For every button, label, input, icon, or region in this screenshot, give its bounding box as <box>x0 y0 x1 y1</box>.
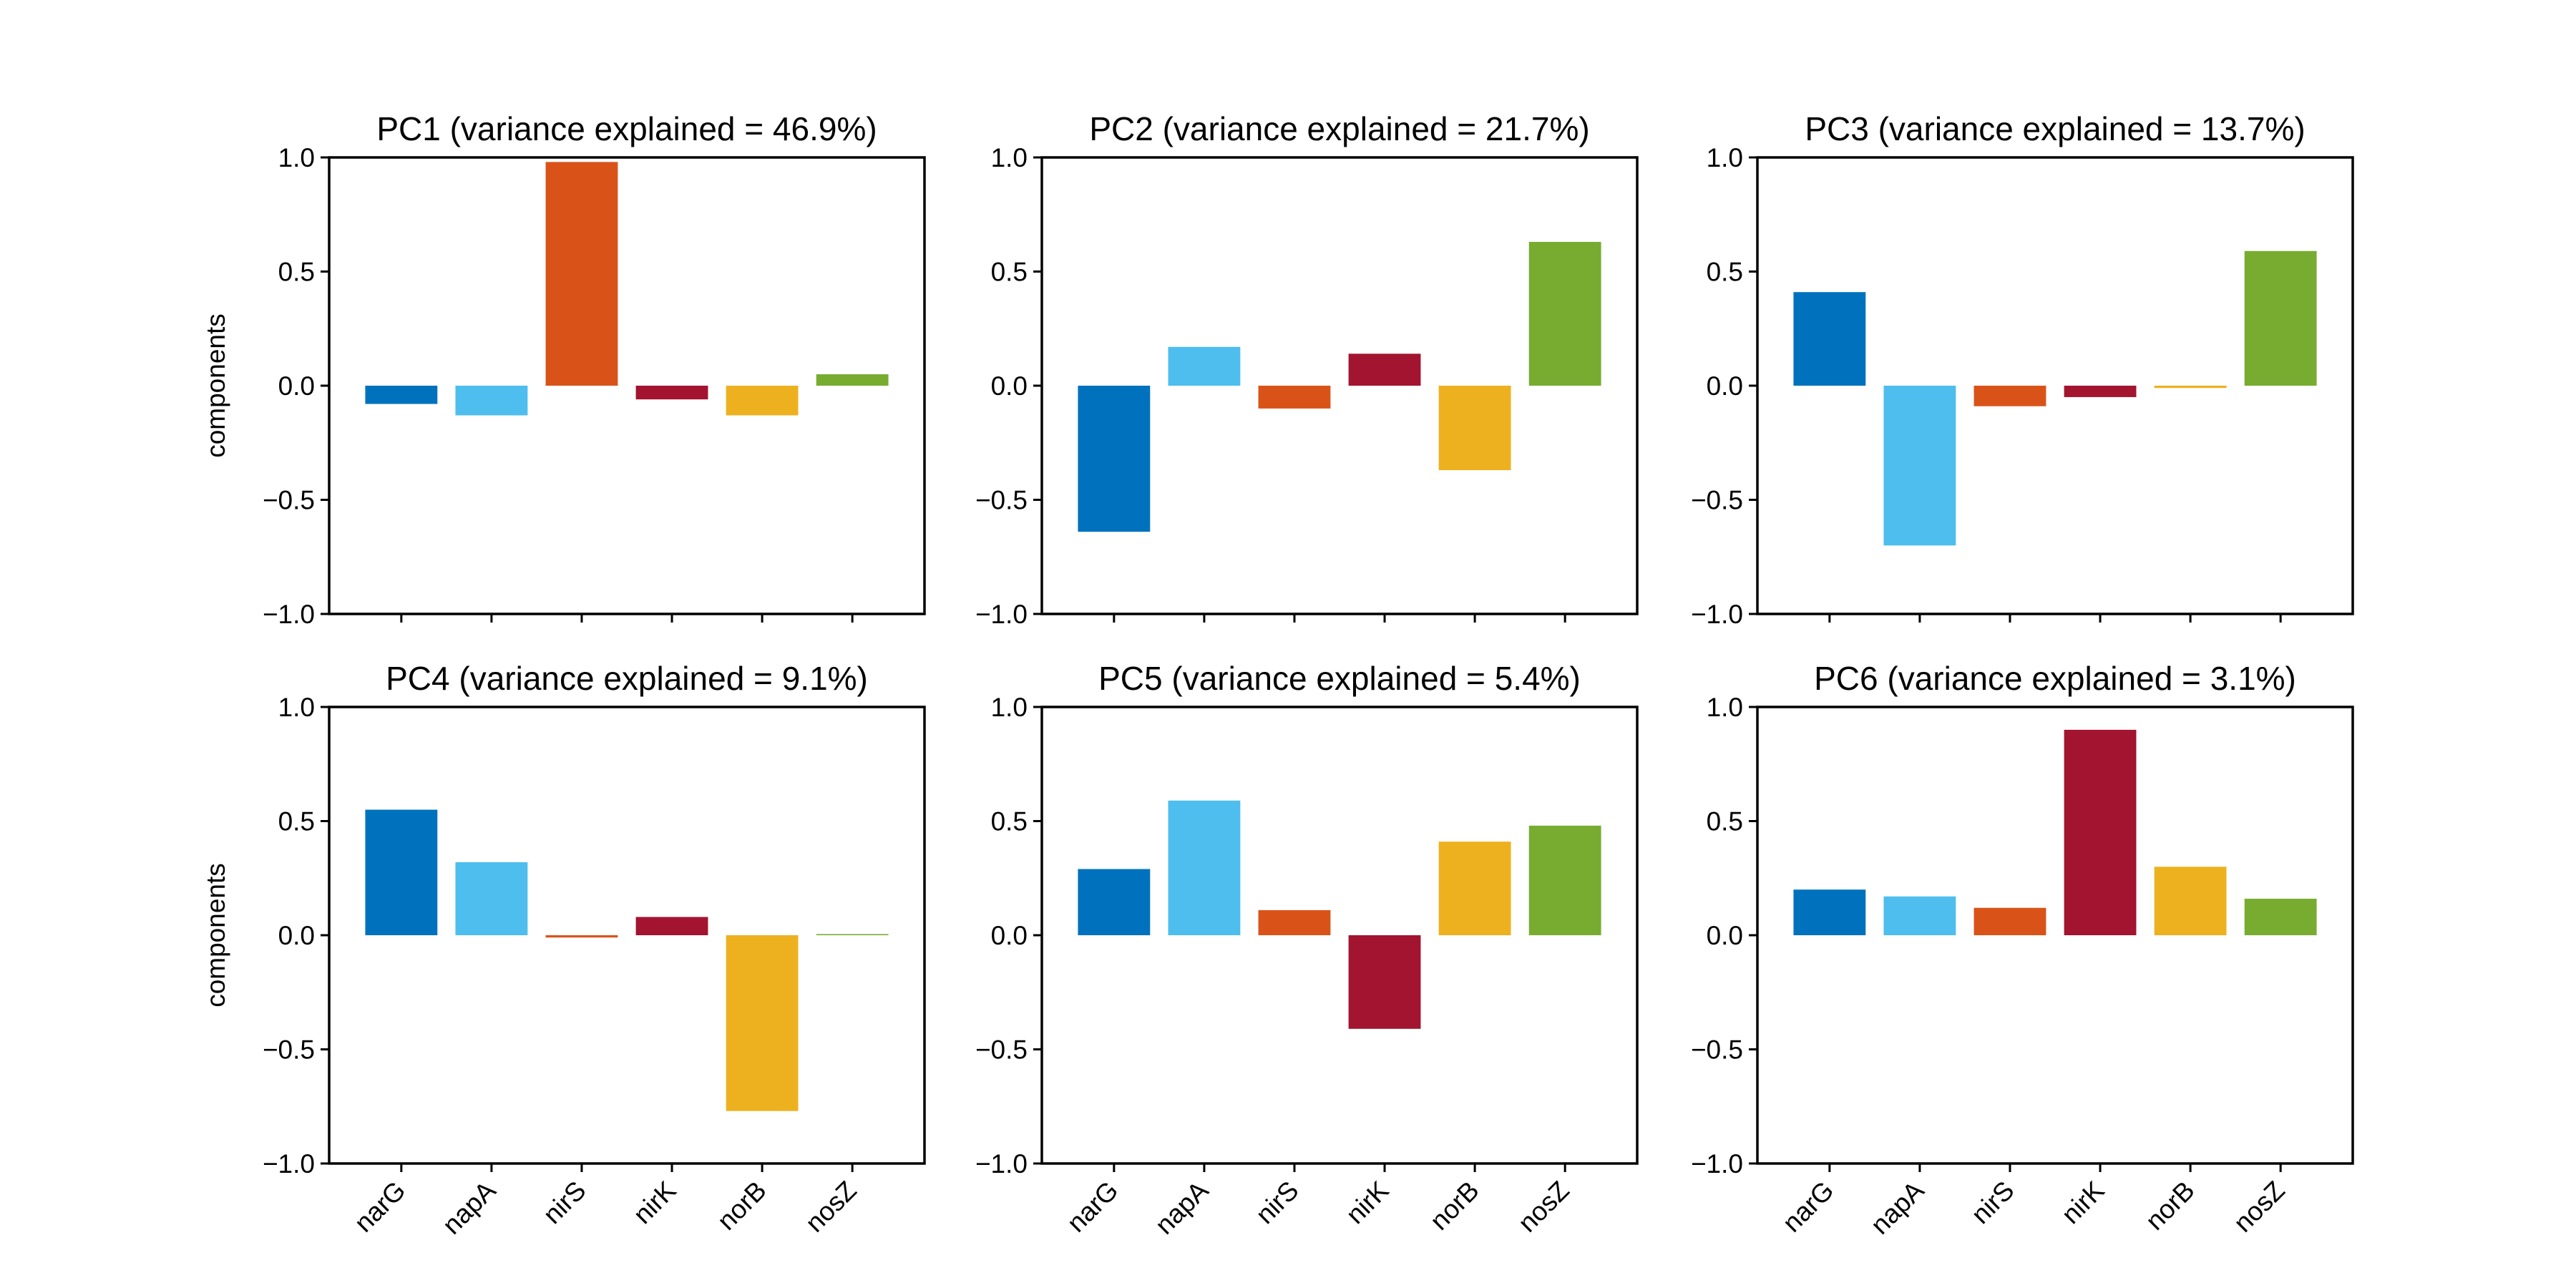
axes-frame <box>1040 706 1639 1165</box>
y-tick-label: 0.5 <box>1707 807 1743 836</box>
bar-nirS <box>1258 386 1331 409</box>
bar-nirK <box>2064 729 2137 935</box>
bar-nosZ <box>816 934 889 935</box>
y-axis-label: components <box>201 863 230 1008</box>
bar-norB <box>726 935 799 1111</box>
subplot-title: PC5 (variance explained = 5.4%) <box>1098 660 1581 697</box>
y-tick-label: −1.0 <box>1691 1149 1743 1179</box>
bar-norB <box>1438 386 1511 471</box>
bar-nosZ <box>816 374 889 386</box>
y-tick-label: −0.5 <box>1691 1035 1743 1065</box>
bar-napA <box>455 862 528 935</box>
y-tick-label: 1.0 <box>991 143 1028 172</box>
bar-norB <box>2154 386 2227 389</box>
subplot-title: PC6 (variance explained = 3.1%) <box>1814 660 2296 697</box>
bar-narG <box>1078 386 1151 532</box>
bar-narG <box>365 809 438 935</box>
y-tick-label: 1.0 <box>1707 693 1743 722</box>
bar-nosZ <box>2244 250 2317 386</box>
bar-norB <box>2154 867 2227 935</box>
y-tick-label: 1.0 <box>1707 143 1743 172</box>
y-tick-label: 0.0 <box>991 371 1028 401</box>
subplot-pc4: PC4 (variance explained = 9.1%) 1.0 0.5 0.0… <box>201 660 926 1240</box>
y-tick-label: 0.0 <box>278 371 315 401</box>
y-axis-label: components <box>201 313 230 458</box>
subplot-title: PC1 (variance explained = 46.9%) <box>376 110 877 147</box>
subplot-pc2: PC2 (variance explained = 21.7%) 1.0 0.5 0.… <box>975 110 1639 629</box>
bar-napA <box>1168 800 1241 935</box>
y-tick-label: 0.0 <box>991 921 1028 950</box>
bar-napA <box>455 386 528 416</box>
bar-nirK <box>635 917 708 935</box>
bar-nirK <box>1348 935 1421 1029</box>
subplot-title: PC2 (variance explained = 21.7%) <box>1089 110 1589 147</box>
axes-frame <box>1756 706 2354 1165</box>
axes-frame <box>328 156 926 615</box>
y-tick-label: 1.0 <box>278 143 315 172</box>
y-tick-label: 1.0 <box>278 693 315 722</box>
y-tick-label: −1.0 <box>263 600 315 629</box>
bar-nirK <box>2064 386 2137 397</box>
bar-nirS <box>1974 386 2046 406</box>
y-tick-label: −1.0 <box>975 1149 1028 1179</box>
bar-narG <box>1078 869 1151 935</box>
bar-norB <box>1438 841 1511 935</box>
bar-napA <box>1883 386 1956 546</box>
y-tick-label: 0.0 <box>1707 371 1743 401</box>
subplot-title: PC4 (variance explained = 9.1%) <box>386 660 868 697</box>
bar-napA <box>1883 896 1956 935</box>
y-tick-label: 0.5 <box>278 258 315 287</box>
bar-nosZ <box>1528 825 1601 935</box>
subplot-title: PC3 (variance explained = 13.7%) <box>1805 110 2305 147</box>
y-tick-label: 0.5 <box>278 807 315 836</box>
y-tick-label: −0.5 <box>975 1035 1028 1065</box>
y-tick-label: 0.5 <box>1707 258 1743 287</box>
axes-frame <box>1756 156 2354 615</box>
bar-nirS <box>1258 909 1331 935</box>
y-tick-label: −1.0 <box>975 600 1028 629</box>
bar-narG <box>1793 889 1866 935</box>
y-tick-label: 0.0 <box>1707 921 1743 950</box>
subplot-pc3: PC3 (variance explained = 13.7%) 1.0 0.5 0.… <box>1691 110 2354 629</box>
bar-narG <box>1793 292 1866 386</box>
y-tick-label: 1.0 <box>991 693 1028 722</box>
y-tick-label: 0.5 <box>991 807 1028 836</box>
bar-napA <box>1168 346 1241 386</box>
y-tick-label: −0.5 <box>263 1035 315 1065</box>
y-tick-label: −0.5 <box>975 486 1028 515</box>
bar-nosZ <box>2244 898 2317 935</box>
bar-nosZ <box>1528 242 1601 386</box>
y-tick-label: 0.5 <box>991 258 1028 287</box>
bar-nirK <box>1348 353 1421 386</box>
y-tick-label: 0.0 <box>278 921 315 950</box>
axes-frame <box>328 706 926 1165</box>
y-tick-label: −0.5 <box>263 486 315 515</box>
bar-nirS <box>1974 907 2046 935</box>
y-tick-label: −1.0 <box>1691 600 1743 629</box>
y-tick-label: −0.5 <box>1691 486 1743 515</box>
bar-norB <box>726 386 799 416</box>
axes-frame <box>1040 156 1639 615</box>
bar-nirS <box>545 935 618 938</box>
subplot-pc1: PC1 (variance explained = 46.9%) 1.0 0.5 0.… <box>201 110 926 629</box>
bar-nirK <box>635 386 708 400</box>
y-tick-label: −1.0 <box>263 1149 315 1179</box>
bar-nirS <box>545 162 618 386</box>
bar-narG <box>365 386 438 404</box>
